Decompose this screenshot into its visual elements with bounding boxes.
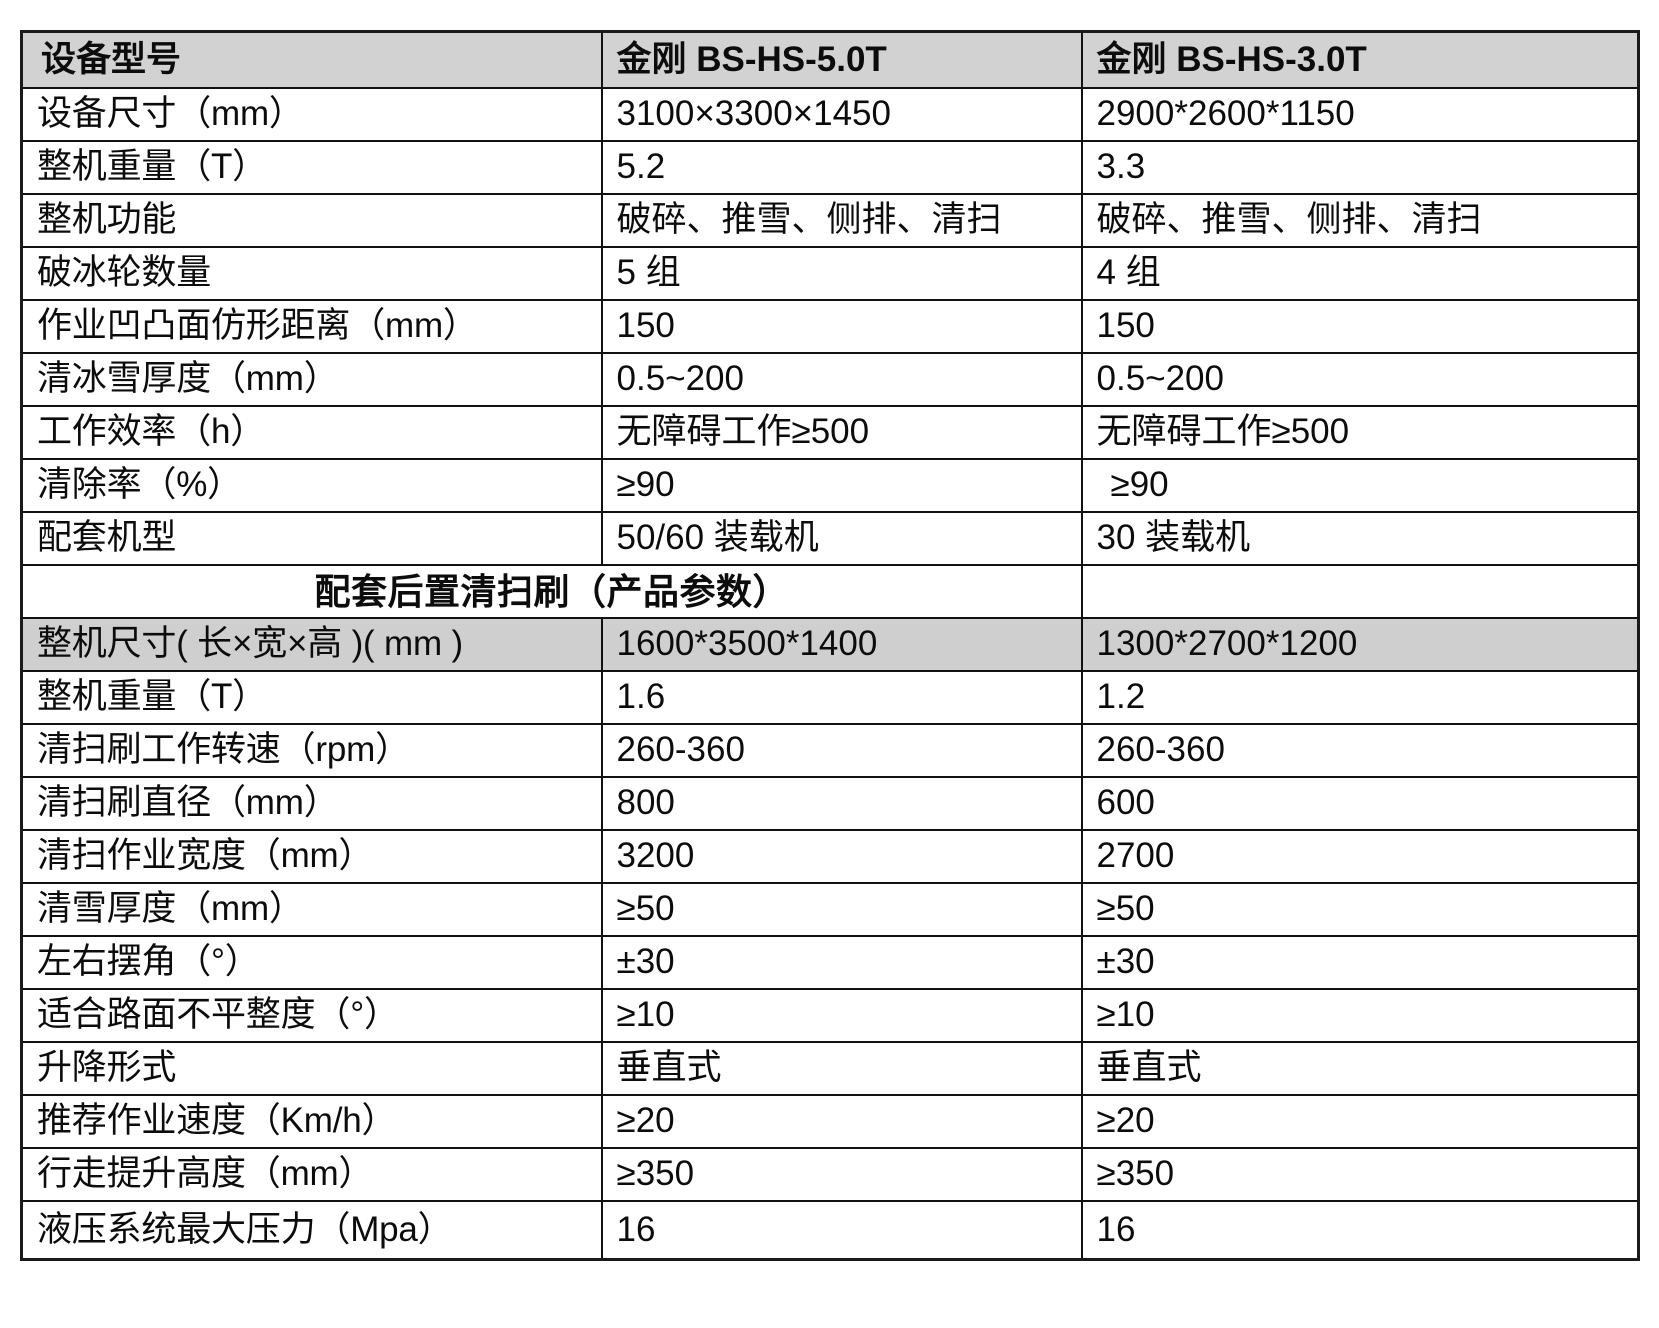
- row-value-model-b: ±30: [1080, 935, 1640, 990]
- row-value-model-a: ≥90: [600, 458, 1083, 513]
- column-header-model-a: 金刚 BS-HS-5.0T: [600, 30, 1083, 89]
- row-label: 作业凹凸面仿形距离（mm）: [20, 299, 603, 354]
- table-row: 清扫刷直径（mm） 800 600: [20, 776, 1640, 831]
- row-value-model-b: 600: [1080, 776, 1640, 831]
- row-value-model-b: 无障碍工作≥500: [1080, 405, 1640, 460]
- row-value-model-a: 5 组: [600, 246, 1083, 301]
- row-label: 行走提升高度（mm）: [20, 1147, 603, 1202]
- row-value-model-b: 2700: [1080, 829, 1640, 884]
- row-value-model-a: 150: [600, 299, 1083, 354]
- row-value-model-b: ≥10: [1080, 988, 1640, 1043]
- row-label: 适合路面不平整度（°）: [20, 988, 603, 1043]
- table-row: 工作效率（h） 无障碍工作≥500 无障碍工作≥500: [20, 405, 1640, 460]
- row-value-model-a: 3100×3300×1450: [600, 87, 1083, 142]
- row-label: 清除率（%）: [20, 458, 603, 513]
- table-row: 整机尺寸( 长×宽×高 )( mm ) 1600*3500*1400 1300*…: [20, 617, 1640, 672]
- row-value-model-b: 2900*2600*1150: [1080, 87, 1640, 142]
- row-value-model-a: 260-360: [600, 723, 1083, 778]
- row-value-model-a: ≥10: [600, 988, 1083, 1043]
- table-row: 左右摆角（°） ±30 ±30: [20, 935, 1640, 990]
- row-value-model-a: 0.5~200: [600, 352, 1083, 407]
- row-value-model-b: 0.5~200: [1080, 352, 1640, 407]
- table-row: 整机重量（T） 5.2 3.3: [20, 140, 1640, 195]
- row-value-model-b: 16: [1080, 1200, 1640, 1261]
- row-value-model-a: 垂直式: [600, 1041, 1083, 1096]
- row-value-model-a: ≥50: [600, 882, 1083, 937]
- row-value-model-b: ≥350: [1080, 1147, 1640, 1202]
- row-value-model-a: ≥20: [600, 1094, 1083, 1149]
- row-label: 配套机型: [20, 511, 603, 566]
- row-value-model-a: 800: [600, 776, 1083, 831]
- row-value-model-a: 50/60 装载机: [600, 511, 1083, 566]
- table-row: 破冰轮数量 5 组 4 组: [20, 246, 1640, 301]
- row-label: 整机尺寸( 长×宽×高 )( mm ): [20, 617, 603, 672]
- table-row: 配套机型 50/60 装载机 30 装载机: [20, 511, 1640, 566]
- row-value-model-b: 260-360: [1080, 723, 1640, 778]
- table-row: 清扫作业宽度（mm） 3200 2700: [20, 829, 1640, 884]
- table-row: 升降形式 垂直式 垂直式: [20, 1041, 1640, 1096]
- table-row: 作业凹凸面仿形距离（mm） 150 150: [20, 299, 1640, 354]
- row-value-model-a: 5.2: [600, 140, 1083, 195]
- table-row: 清扫刷工作转速（rpm） 260-360 260-360: [20, 723, 1640, 778]
- row-label: 清扫作业宽度（mm）: [20, 829, 603, 884]
- table-row: 清除率（%） ≥90 ≥90: [20, 458, 1640, 513]
- row-value-model-a: 无障碍工作≥500: [600, 405, 1083, 460]
- section-empty-cell: [1080, 564, 1640, 619]
- table-row: 行走提升高度（mm） ≥350 ≥350: [20, 1147, 1640, 1202]
- row-value-model-b: 垂直式: [1080, 1041, 1640, 1096]
- row-label: 破冰轮数量: [20, 246, 603, 301]
- row-label: 液压系统最大压力（Mpa）: [20, 1200, 603, 1261]
- row-label: 清冰雪厚度（mm）: [20, 352, 603, 407]
- row-value-model-b: 1.2: [1080, 670, 1640, 725]
- row-label: 设备尺寸（mm）: [20, 87, 603, 142]
- row-value-model-b: 4 组: [1080, 246, 1640, 301]
- table-row: 设备尺寸（mm） 3100×3300×1450 2900*2600*1150: [20, 87, 1640, 142]
- row-value-model-b: ≥20: [1080, 1094, 1640, 1149]
- row-value-model-b: ≥90: [1080, 458, 1640, 513]
- row-value-model-a: ±30: [600, 935, 1083, 990]
- row-label: 升降形式: [20, 1041, 603, 1096]
- row-value-model-a: 3200: [600, 829, 1083, 884]
- row-label: 整机重量（T）: [20, 140, 603, 195]
- row-label: 工作效率（h）: [20, 405, 603, 460]
- table-row: 清冰雪厚度（mm） 0.5~200 0.5~200: [20, 352, 1640, 407]
- row-value-model-a: 1600*3500*1400: [600, 617, 1083, 672]
- row-label: 整机功能: [20, 193, 603, 248]
- row-value-model-a: 破碎、推雪、侧排、清扫: [600, 193, 1083, 248]
- table-header-row: 设备型号 金刚 BS-HS-5.0T 金刚 BS-HS-3.0T: [20, 30, 1640, 89]
- table-row: 液压系统最大压力（Mpa） 16 16: [20, 1200, 1640, 1261]
- table-row: 整机功能 破碎、推雪、侧排、清扫 破碎、推雪、侧排、清扫: [20, 193, 1640, 248]
- row-value-model-b: 破碎、推雪、侧排、清扫: [1080, 193, 1640, 248]
- row-value-model-a: ≥350: [600, 1147, 1083, 1202]
- column-header-model-b: 金刚 BS-HS-3.0T: [1080, 30, 1640, 89]
- row-value-model-a: 1.6: [600, 670, 1083, 725]
- table-row: 适合路面不平整度（°） ≥10 ≥10: [20, 988, 1640, 1043]
- row-label: 推荐作业速度（Km/h）: [20, 1094, 603, 1149]
- column-header-label: 设备型号: [20, 30, 603, 89]
- row-value-model-b: 3.3: [1080, 140, 1640, 195]
- row-value-model-b: ≥50: [1080, 882, 1640, 937]
- row-label: 左右摆角（°）: [20, 935, 603, 990]
- row-label: 清扫刷工作转速（rpm）: [20, 723, 603, 778]
- table-row: 推荐作业速度（Km/h） ≥20 ≥20: [20, 1094, 1640, 1149]
- section-title: 配套后置清扫刷（产品参数）: [20, 564, 1083, 619]
- section-header-row: 配套后置清扫刷（产品参数）: [20, 564, 1640, 619]
- spec-table-body: 设备型号 金刚 BS-HS-5.0T 金刚 BS-HS-3.0T 设备尺寸（mm…: [20, 30, 1640, 1261]
- equipment-spec-table: 设备型号 金刚 BS-HS-5.0T 金刚 BS-HS-3.0T 设备尺寸（mm…: [20, 30, 1640, 1261]
- row-label: 清雪厚度（mm）: [20, 882, 603, 937]
- row-label: 整机重量（T）: [20, 670, 603, 725]
- row-label: 清扫刷直径（mm）: [20, 776, 603, 831]
- spec-sheet: 设备型号 金刚 BS-HS-5.0T 金刚 BS-HS-3.0T 设备尺寸（mm…: [20, 30, 1640, 1261]
- row-value-model-a: 16: [600, 1200, 1083, 1261]
- row-value-model-b: 30 装载机: [1080, 511, 1640, 566]
- table-row: 清雪厚度（mm） ≥50 ≥50: [20, 882, 1640, 937]
- row-value-model-b: 1300*2700*1200: [1080, 617, 1640, 672]
- table-row: 整机重量（T） 1.6 1.2: [20, 670, 1640, 725]
- row-value-model-b: 150: [1080, 299, 1640, 354]
